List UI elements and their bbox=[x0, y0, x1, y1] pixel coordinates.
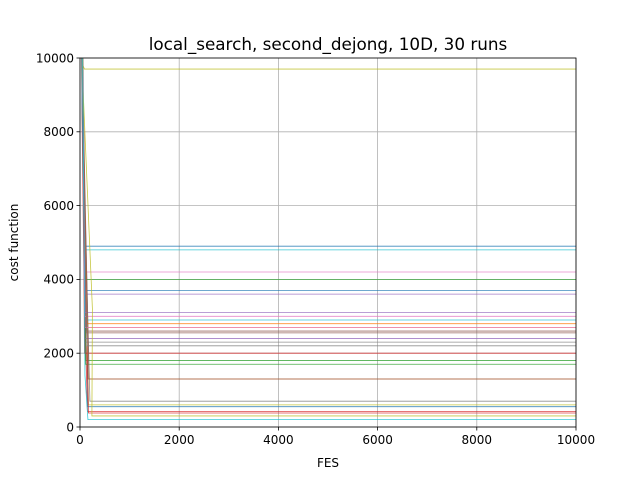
y-tick-label: 10000 bbox=[36, 51, 74, 65]
x-tick-label: 4000 bbox=[263, 433, 294, 447]
y-tick-label: 2000 bbox=[43, 347, 74, 361]
y-tick-label: 8000 bbox=[43, 125, 74, 139]
series-line-29 bbox=[82, 58, 576, 417]
plot-frame bbox=[79, 57, 577, 428]
x-tick-label: 0 bbox=[76, 433, 84, 447]
series-line-26 bbox=[82, 58, 576, 380]
series-lines bbox=[81, 58, 576, 421]
y-tick-label: 0 bbox=[66, 420, 74, 434]
series-line-30 bbox=[82, 58, 576, 421]
series-line-9 bbox=[82, 58, 576, 70]
x-tick-label: 2000 bbox=[164, 433, 195, 447]
x-axis-label: FES bbox=[317, 456, 339, 470]
chart-title: local_search, second_dejong, 10D, 30 run… bbox=[149, 34, 508, 55]
axis-ticks: 0 2000 4000 6000 8000 10000 0 2000 4000 6000 8000 1… bbox=[36, 51, 595, 447]
y-axis-label: cost function bbox=[7, 204, 21, 282]
x-tick-label: 10000 bbox=[557, 433, 595, 447]
x-tick-label: 8000 bbox=[462, 433, 493, 447]
y-tick-label: 6000 bbox=[43, 199, 74, 213]
series-line-28 bbox=[81, 58, 576, 347]
x-tick-label: 6000 bbox=[362, 433, 393, 447]
y-tick-label: 4000 bbox=[43, 273, 74, 287]
